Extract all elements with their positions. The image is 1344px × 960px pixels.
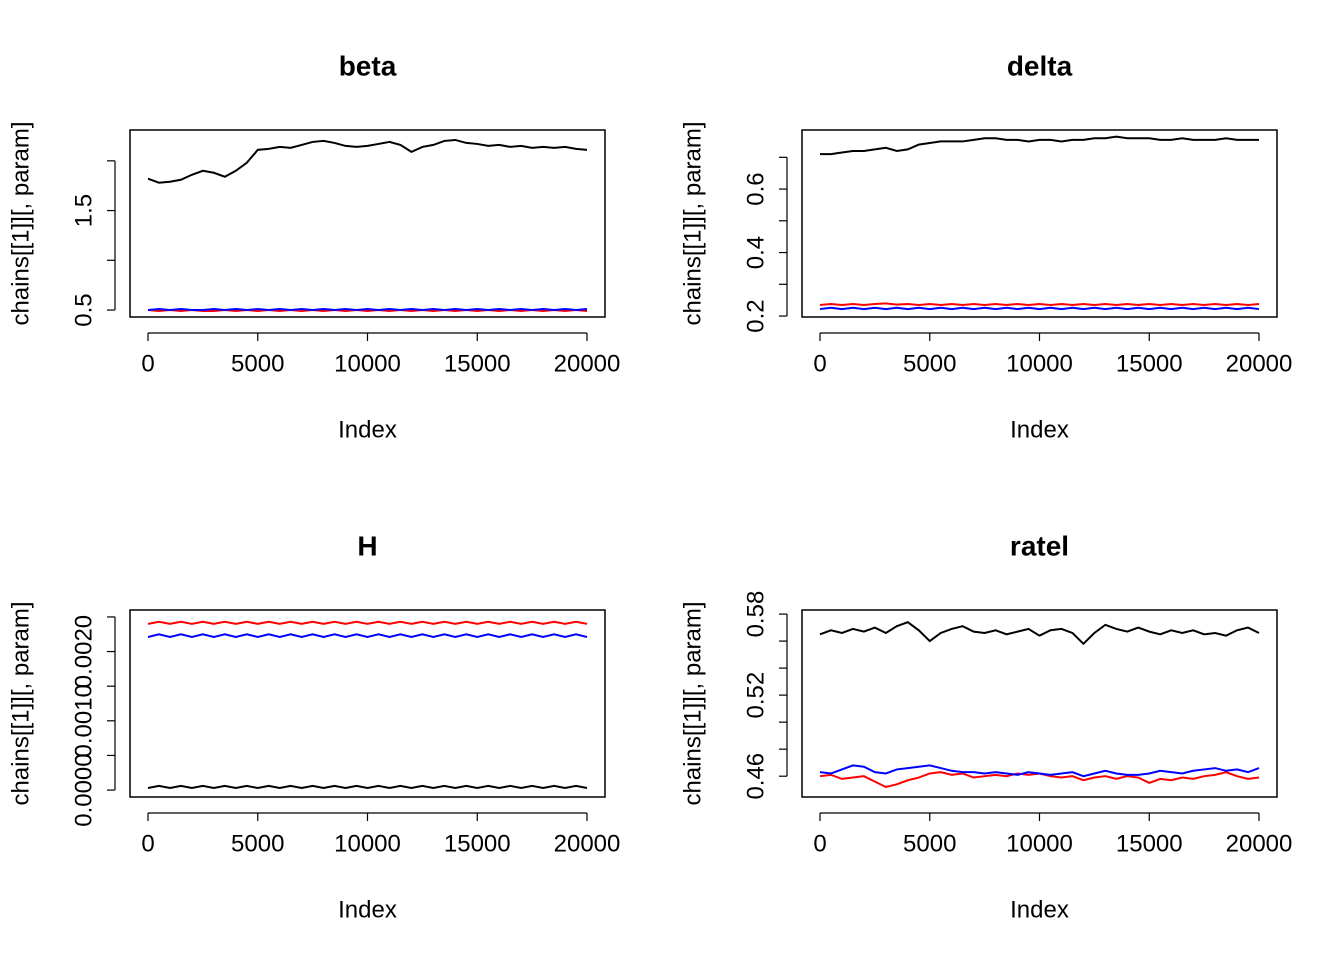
trace-line bbox=[819, 306, 1260, 311]
x-tick-label: 0 bbox=[141, 350, 154, 377]
x-tick-label: 20000 bbox=[554, 350, 621, 377]
x-tick-label: 15000 bbox=[1116, 350, 1183, 377]
panel: delta Index chains[[1]][, param] 0 5000 10000… bbox=[679, 50, 1292, 443]
trace-line bbox=[147, 138, 588, 184]
chart-title: beta bbox=[339, 50, 397, 81]
x-tick-label: 20000 bbox=[1226, 350, 1293, 377]
x-tick-label: 10000 bbox=[334, 830, 401, 857]
trace-line bbox=[819, 621, 1260, 646]
y-axis-label: chains[[1]][, param] bbox=[679, 601, 706, 805]
trace-line bbox=[147, 633, 588, 639]
y-tick-label: 0.2 bbox=[742, 299, 769, 332]
plot-frame bbox=[129, 129, 606, 318]
trace-line bbox=[819, 302, 1260, 306]
y-tick-label: 1.5 bbox=[70, 194, 97, 227]
trace-line bbox=[819, 764, 1260, 778]
x-tick-label: 15000 bbox=[444, 350, 511, 377]
trace-line bbox=[147, 784, 588, 790]
x-tick-label: 10000 bbox=[334, 350, 401, 377]
x-tick-label: 5000 bbox=[231, 830, 284, 857]
chart-title: delta bbox=[1007, 50, 1073, 81]
trace-line bbox=[820, 135, 1259, 156]
x-tick-label: 10000 bbox=[1006, 350, 1073, 377]
chart-title: H bbox=[357, 530, 377, 561]
y-tick-label: 0.46 bbox=[742, 753, 769, 800]
trace-line bbox=[147, 620, 588, 625]
trace-line bbox=[147, 309, 588, 313]
y-tick-label: 0.4 bbox=[742, 236, 769, 269]
y-tick-label: 0.5 bbox=[70, 293, 97, 326]
y-tick-label: 0.0010 bbox=[70, 684, 97, 757]
x-tick-label: 5000 bbox=[903, 830, 956, 857]
y-axis-label: chains[[1]][, param] bbox=[679, 121, 706, 325]
y-tick-label: 0.0020 bbox=[70, 615, 97, 688]
plot-frame bbox=[801, 609, 1278, 798]
x-tick-label: 20000 bbox=[1226, 830, 1293, 857]
x-tick-label: 10000 bbox=[1006, 830, 1073, 857]
panel: beta Index chains[[1]][, param] 0 5000 10000 1… bbox=[7, 50, 620, 443]
x-axis-label: Index bbox=[1010, 896, 1069, 923]
y-tick-label: 0.52 bbox=[742, 672, 769, 719]
panel: ratel Index chains[[1]][, param] 0 5000 10000… bbox=[679, 530, 1292, 923]
panel: H Index chains[[1]][, param] 0 5000 10000 1500… bbox=[7, 530, 620, 923]
x-axis-label: Index bbox=[338, 896, 397, 923]
chart-title: ratel bbox=[1010, 530, 1069, 561]
x-tick-label: 15000 bbox=[1116, 830, 1183, 857]
y-axis-label: chains[[1]][, param] bbox=[7, 121, 34, 325]
x-tick-label: 0 bbox=[813, 830, 826, 857]
x-tick-label: 5000 bbox=[231, 350, 284, 377]
x-tick-label: 5000 bbox=[903, 350, 956, 377]
y-tick-label: 0.58 bbox=[742, 591, 769, 638]
y-axis-label: chains[[1]][, param] bbox=[7, 601, 34, 805]
x-tick-label: 0 bbox=[813, 350, 826, 377]
trace-line bbox=[147, 308, 588, 312]
y-tick-label: 0.6 bbox=[742, 172, 769, 205]
plot-frame bbox=[801, 129, 1278, 318]
x-axis-label: Index bbox=[1010, 416, 1069, 443]
y-tick-label: 0.0000 bbox=[70, 753, 97, 826]
x-axis-label: Index bbox=[338, 416, 397, 443]
x-tick-label: 20000 bbox=[554, 830, 621, 857]
plot-frame bbox=[129, 609, 606, 798]
x-tick-label: 0 bbox=[141, 830, 154, 857]
x-tick-label: 15000 bbox=[444, 830, 511, 857]
